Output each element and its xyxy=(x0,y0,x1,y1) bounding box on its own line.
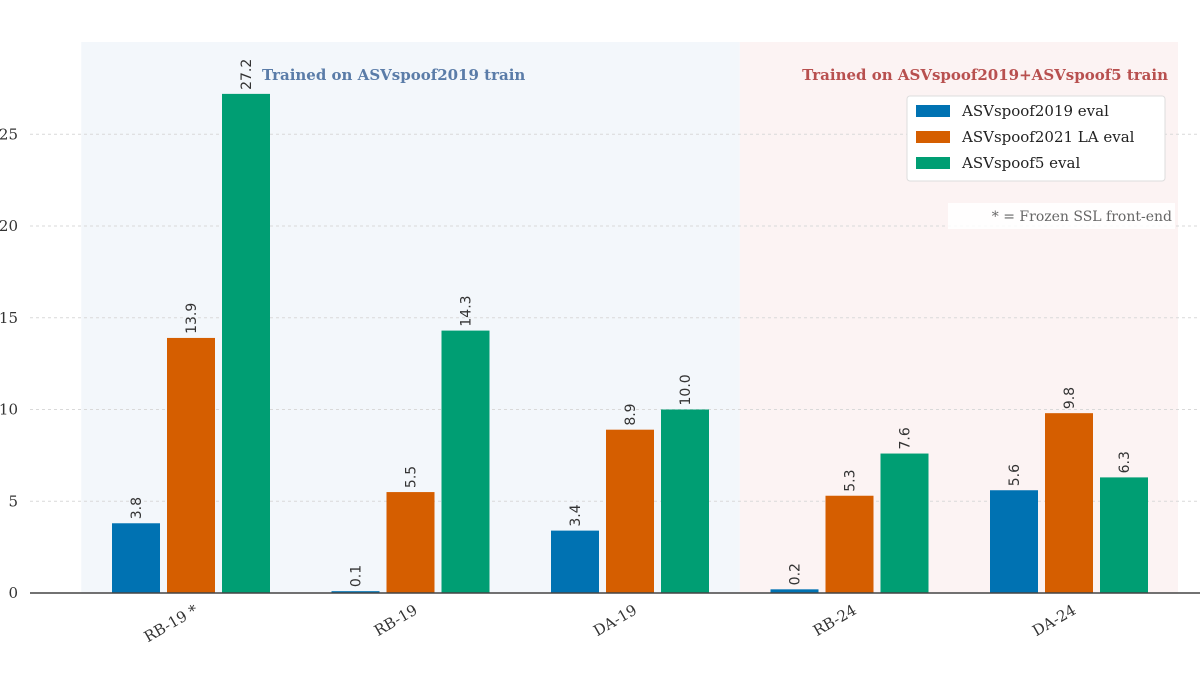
bar-RB-19-ASVspoof5-eval xyxy=(222,93,270,593)
bar-RB-19-ASVspoof2019-eval xyxy=(112,523,160,593)
value-label-RB-19-ASVspoof2021-LA-eval: 13.9 xyxy=(184,303,200,334)
region-titles: Trained on ASVspoof2019 train Trained on… xyxy=(262,66,1168,84)
legend-label-ASVspoof5-eval: ASVspoof5 eval xyxy=(961,154,1080,172)
value-label-RB-24-ASVspoof5-eval: 7.6 xyxy=(898,427,914,449)
legend-swatch-ASVspoof5-eval xyxy=(916,157,950,169)
y-tick-label-0: 0 xyxy=(8,584,18,602)
bar-RB-24-ASVspoof2019-eval xyxy=(770,589,819,593)
y-tick-label-25: 25 xyxy=(0,125,18,143)
region-title-ASVspoof2019-train: Trained on ASVspoof2019 train xyxy=(262,66,525,84)
bar-DA-19-ASVspoof2021-LA-eval xyxy=(606,429,654,593)
value-label-RB-19-ASVspoof2021-LA-eval: 5.5 xyxy=(404,466,420,488)
bar-DA-19-ASVspoof5-eval xyxy=(661,409,709,593)
value-label-RB-19-ASVspoof5-eval: 14.3 xyxy=(459,295,475,326)
y-tick-label-10: 10 xyxy=(0,401,18,419)
annotation-background xyxy=(948,203,1175,229)
legend-box xyxy=(906,95,1166,182)
y-tick-label-20: 20 xyxy=(0,217,18,235)
frozen-ssl-annotation: * = Frozen SSL front-end xyxy=(992,209,1172,225)
bar-DA-24-ASVspoof2019-eval xyxy=(990,490,1038,593)
x-axis-category-labels: RB-19 * RB-19 DA-19 RB-24 DA-24 xyxy=(141,601,1079,646)
value-label-RB-24-ASVspoof2021-LA-eval: 5.3 xyxy=(843,469,859,491)
x-tick-label-RB-19: RB-19 * xyxy=(141,601,202,646)
bar-RB-19-ASVspoof2021-LA-eval xyxy=(386,492,435,593)
bar-RB-24-ASVspoof2021-LA-eval xyxy=(825,495,874,593)
value-label-DA-19-ASVspoof5-eval: 10.0 xyxy=(678,374,694,405)
bar-RB-19-ASVspoof2019-eval xyxy=(331,591,380,593)
bar-RB-19-ASVspoof2021-LA-eval xyxy=(167,337,215,593)
x-tick-label-DA-24: DA-24 xyxy=(1029,601,1079,640)
value-label-DA-24-ASVspoof5-eval: 6.3 xyxy=(1117,451,1133,473)
value-label-RB-19-ASVspoof5-eval: 27.2 xyxy=(239,59,255,90)
bar-RB-19-ASVspoof5-eval xyxy=(441,330,490,593)
x-tick-label-RB-19: RB-19 xyxy=(371,601,421,640)
legend-swatch-ASVspoof2021-LA-eval xyxy=(916,131,950,143)
y-tick-label-15: 15 xyxy=(0,309,18,327)
x-tick-label-RB-24: RB-24 xyxy=(810,601,860,640)
value-label-DA-19-ASVspoof2021-LA-eval: 8.9 xyxy=(623,403,639,425)
x-tick-label-DA-19: DA-19 xyxy=(590,601,640,640)
value-label-DA-24-ASVspoof2019-eval: 5.6 xyxy=(1007,464,1023,486)
y-axis-ticks: 0 5 10 15 20 25 xyxy=(0,125,18,602)
bar-RB-24-ASVspoof5-eval xyxy=(880,453,929,593)
region-title-ASVspoof2019-ASVspoof5-train: Trained on ASVspoof2019+ASVspoof5 train xyxy=(802,66,1168,84)
legend: ASVspoof2019 eval ASVspoof2021 LA eval A… xyxy=(906,95,1166,182)
bar-DA-24-ASVspoof2021-LA-eval xyxy=(1045,413,1093,593)
legend-label-ASVspoof2019-eval: ASVspoof2019 eval xyxy=(961,102,1109,120)
value-label-RB-24-ASVspoof2019-eval: 0.2 xyxy=(788,563,804,585)
bars xyxy=(112,93,1148,593)
legend-swatch-ASVspoof2019-eval xyxy=(916,105,950,117)
value-label-RB-19-ASVspoof2019-eval: 3.8 xyxy=(129,497,145,519)
value-label-RB-19-ASVspoof2019-eval: 0.1 xyxy=(349,565,365,587)
legend-label-ASVspoof2021-LA-eval: ASVspoof2021 LA eval xyxy=(961,128,1135,146)
y-tick-label-5: 5 xyxy=(8,492,18,510)
value-label-DA-24-ASVspoof2021-LA-eval: 9.8 xyxy=(1062,387,1078,409)
value-label-DA-19-ASVspoof2019-eval: 3.4 xyxy=(568,504,584,526)
bar-DA-19-ASVspoof2019-eval xyxy=(551,530,599,593)
value-labels: 3.8 13.9 27.2 0.1 5.5 14.3 3.4 8.9 10.0 0.2 5.3 7.6… xyxy=(129,59,1133,587)
bar-DA-24-ASVspoof5-eval xyxy=(1100,477,1148,593)
